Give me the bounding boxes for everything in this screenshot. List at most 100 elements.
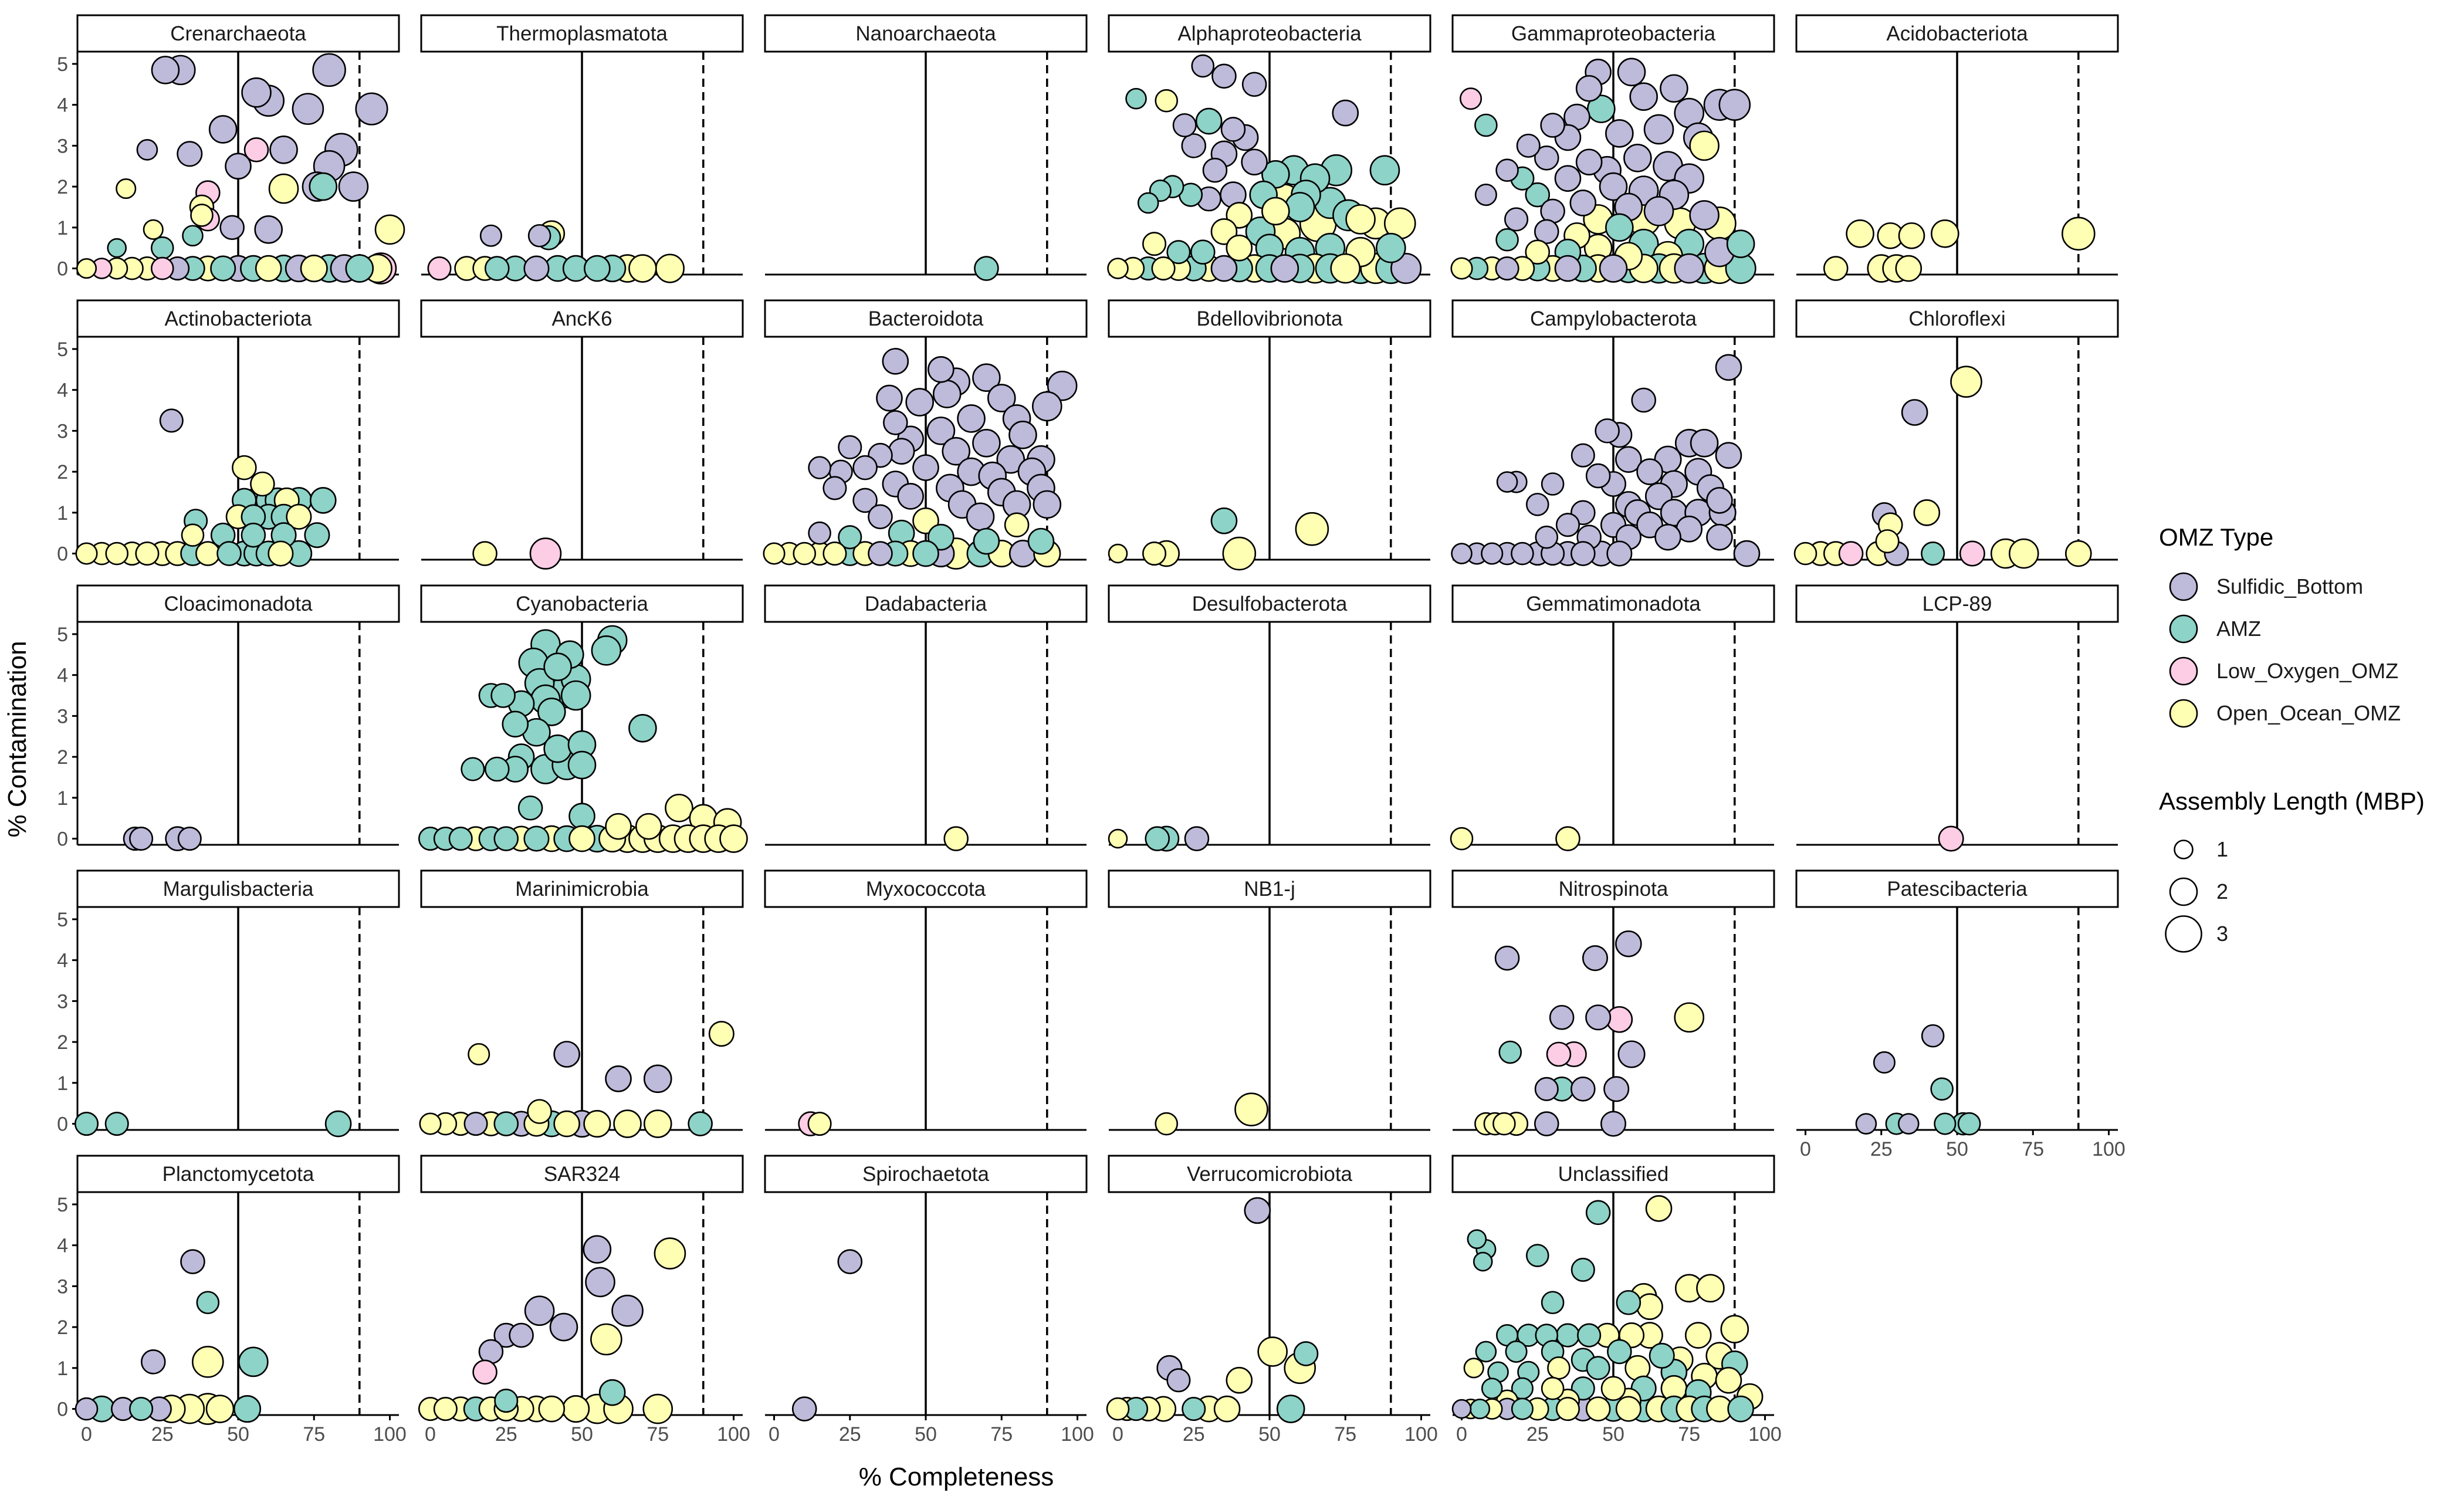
facet-strip-label: Gammaproteobacteria — [1511, 22, 1716, 45]
data-point — [1575, 75, 1603, 102]
data-point — [912, 507, 939, 534]
data-point — [1616, 1289, 1641, 1315]
data-point — [628, 254, 657, 283]
data-point — [1181, 133, 1207, 158]
data-point — [304, 522, 330, 549]
y-tick-label: 4 — [57, 1235, 68, 1257]
data-point — [932, 380, 962, 408]
data-point — [472, 541, 497, 566]
facet-strip-label: Dadabacteria — [865, 593, 987, 615]
data-point — [635, 813, 662, 840]
data-point — [484, 756, 510, 782]
x-tick-label: 25 — [1870, 1138, 1893, 1160]
data-point — [1534, 1111, 1559, 1136]
data-point — [1689, 200, 1720, 231]
data-point — [1571, 1076, 1596, 1102]
data-point — [190, 204, 214, 227]
data-point — [1270, 254, 1299, 283]
x-tick-label: 0 — [81, 1423, 92, 1446]
data-point — [1696, 1274, 1725, 1303]
facet-panel: LCP-89 — [1795, 584, 2119, 852]
facet-strip-label: Verrucomicrobiota — [1187, 1163, 1353, 1186]
data-point — [1715, 1366, 1742, 1394]
data-point — [1226, 1366, 1253, 1394]
facet-panel: Marinimicrobia — [419, 869, 744, 1138]
data-point — [1257, 1336, 1288, 1367]
size-legend-title: Assembly Length (MBP) — [2159, 787, 2425, 815]
data-point — [1276, 1395, 1305, 1423]
data-point — [1534, 219, 1559, 245]
legend-color-label: AMZ — [2216, 617, 2261, 641]
legend-size-key — [2169, 877, 2198, 906]
data-point — [1727, 1395, 1754, 1423]
data-point — [1645, 1195, 1673, 1222]
data-point — [1195, 107, 1223, 135]
y-tick-label: 5 — [57, 624, 68, 646]
data-point — [374, 214, 405, 245]
data-point — [233, 1395, 262, 1423]
y-tick-label: 5 — [57, 339, 68, 361]
data-point — [553, 1110, 580, 1138]
data-point — [524, 1295, 555, 1326]
data-point — [1210, 255, 1238, 282]
data-point — [1191, 54, 1215, 78]
data-point — [182, 225, 204, 247]
data-point — [957, 404, 986, 433]
data-point — [1534, 1077, 1559, 1101]
data-point — [216, 541, 242, 566]
y-tick-label: 5 — [57, 909, 68, 931]
data-point — [419, 1112, 442, 1135]
y-tick-label: 3 — [57, 1275, 68, 1298]
data-point — [75, 1397, 99, 1421]
x-axis-title: % Completeness — [859, 1463, 1054, 1491]
facet-strip-label: Actinobacteriota — [165, 307, 313, 330]
data-point — [1793, 541, 1817, 566]
data-point — [1473, 1251, 1493, 1272]
facet-strip — [764, 299, 1088, 338]
data-point — [232, 455, 257, 480]
data-point — [1585, 1396, 1611, 1421]
data-point — [433, 1396, 458, 1421]
facet-strip-label: Unclassified — [1558, 1163, 1669, 1186]
data-point — [973, 527, 1000, 555]
data-point — [1586, 1356, 1610, 1380]
data-point — [1571, 1257, 1595, 1282]
data-point — [292, 93, 324, 125]
data-point — [791, 1396, 817, 1421]
data-point — [1950, 365, 1982, 398]
data-point — [1636, 458, 1663, 485]
data-point — [1855, 1113, 1877, 1135]
data-point — [688, 1111, 713, 1136]
legend-size-label: 1 — [2216, 837, 2228, 861]
data-point — [2064, 540, 2092, 567]
data-point — [1190, 239, 1216, 265]
x-tick-label: 100 — [373, 1423, 407, 1446]
x-tick-label: 25 — [495, 1423, 517, 1446]
data-point — [1606, 540, 1633, 567]
data-point — [1582, 945, 1609, 972]
data-point — [537, 698, 566, 726]
y-axis-title: % Contamination — [3, 641, 32, 837]
data-point — [1226, 202, 1253, 229]
data-point — [177, 141, 203, 167]
data-point — [1525, 182, 1551, 208]
data-point — [1213, 1395, 1241, 1423]
y-tick-label: 5 — [57, 53, 68, 76]
facet-strip-label: Alphaproteobacteria — [1177, 22, 1362, 45]
data-point — [1569, 189, 1597, 216]
data-point — [763, 542, 786, 565]
data-point — [355, 92, 388, 126]
data-point — [912, 540, 939, 567]
data-point — [150, 236, 174, 260]
data-point — [655, 253, 685, 283]
facet-strip — [1795, 14, 2119, 53]
data-point — [159, 408, 184, 433]
data-point — [1330, 253, 1361, 284]
facet-strip-label: Bdellovibrionota — [1196, 307, 1343, 330]
data-point — [1241, 72, 1267, 97]
facet-strip — [1795, 584, 2119, 623]
data-point — [1603, 1076, 1630, 1102]
data-point — [1142, 232, 1167, 256]
data-point — [943, 826, 969, 851]
data-point — [888, 438, 915, 465]
